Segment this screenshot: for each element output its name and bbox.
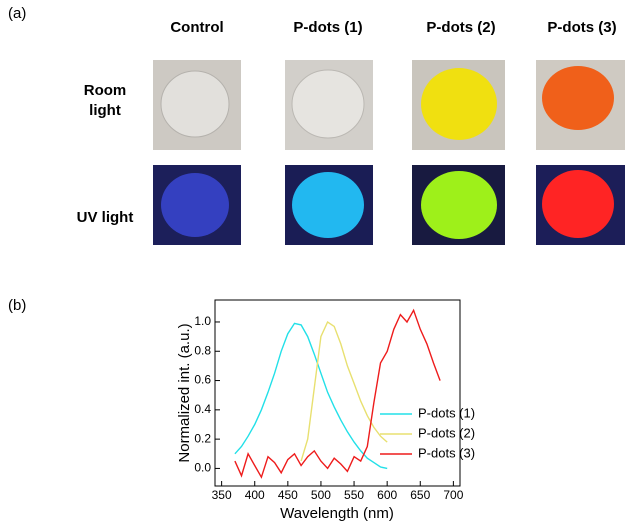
x-axis-label: Wavelength (nm)	[280, 505, 394, 522]
x-tick-label: 650	[410, 488, 430, 502]
series-line	[301, 322, 387, 461]
legend-label: P-dots (2)	[418, 425, 475, 440]
x-tick-label: 700	[443, 488, 463, 502]
y-tick-label: 0.8	[194, 343, 211, 357]
y-tick-label: 0.2	[194, 431, 211, 445]
panel-label: (b)	[8, 297, 26, 314]
y-tick-label: 0.6	[194, 373, 211, 387]
panel-label: (a)	[8, 5, 26, 22]
column-header: P-dots (1)	[293, 19, 362, 36]
x-tick-label: 350	[212, 488, 232, 502]
x-tick-label: 400	[245, 488, 265, 502]
y-axis-label: Normalized int. (a.u.)	[176, 323, 193, 462]
sample	[161, 71, 229, 137]
y-tick-label: 1.0	[194, 314, 211, 328]
x-tick-label: 550	[344, 488, 364, 502]
sample	[542, 66, 614, 130]
sample	[421, 68, 497, 140]
legend-label: P-dots (3)	[418, 445, 475, 460]
row-label: UV light	[77, 209, 134, 226]
y-tick-label: 0.0	[194, 461, 211, 475]
column-header: Control	[170, 19, 223, 36]
legend-label: P-dots (1)	[418, 405, 475, 420]
figure: (a) Control P-dots (1) P-dots (2) P-dots…	[0, 0, 625, 523]
column-header: P-dots (2)	[426, 19, 495, 36]
y-tick-label: 0.4	[194, 402, 211, 416]
x-tick-label: 600	[377, 488, 397, 502]
x-tick-label: 500	[311, 488, 331, 502]
sample	[161, 173, 229, 237]
sample	[292, 172, 364, 238]
x-tick-label: 450	[278, 488, 298, 502]
series-line	[235, 323, 387, 468]
sample	[542, 170, 614, 238]
page: (a) Control P-dots (1) P-dots (2) P-dots…	[0, 0, 625, 523]
sample	[292, 70, 364, 138]
column-header: P-dots (3)	[547, 19, 616, 36]
sample	[421, 171, 497, 239]
